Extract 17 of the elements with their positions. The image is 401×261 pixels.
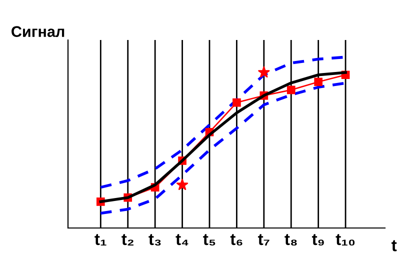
- y-axis-title: Сигнал: [12, 26, 64, 37]
- x-tick-label: t₅: [203, 234, 216, 246]
- point: [314, 78, 322, 86]
- point: [232, 98, 241, 107]
- x-tick-label: t₆: [230, 234, 242, 246]
- point: [176, 178, 188, 190]
- point: [258, 66, 270, 78]
- x-tick-label: t₄: [176, 234, 188, 246]
- x-tick-label: t₂: [122, 234, 134, 246]
- point: [286, 86, 296, 94]
- x-axis-title: t: [392, 240, 397, 252]
- x-tick-label: t₇: [258, 234, 270, 246]
- x-tick-label: t₁: [94, 234, 106, 246]
- x-tick-label: t₉: [312, 234, 324, 246]
- x-tick-label: t₃: [148, 234, 161, 246]
- x-tick-label: t₈: [284, 234, 297, 246]
- x-tick-label: t₁₀: [336, 234, 355, 246]
